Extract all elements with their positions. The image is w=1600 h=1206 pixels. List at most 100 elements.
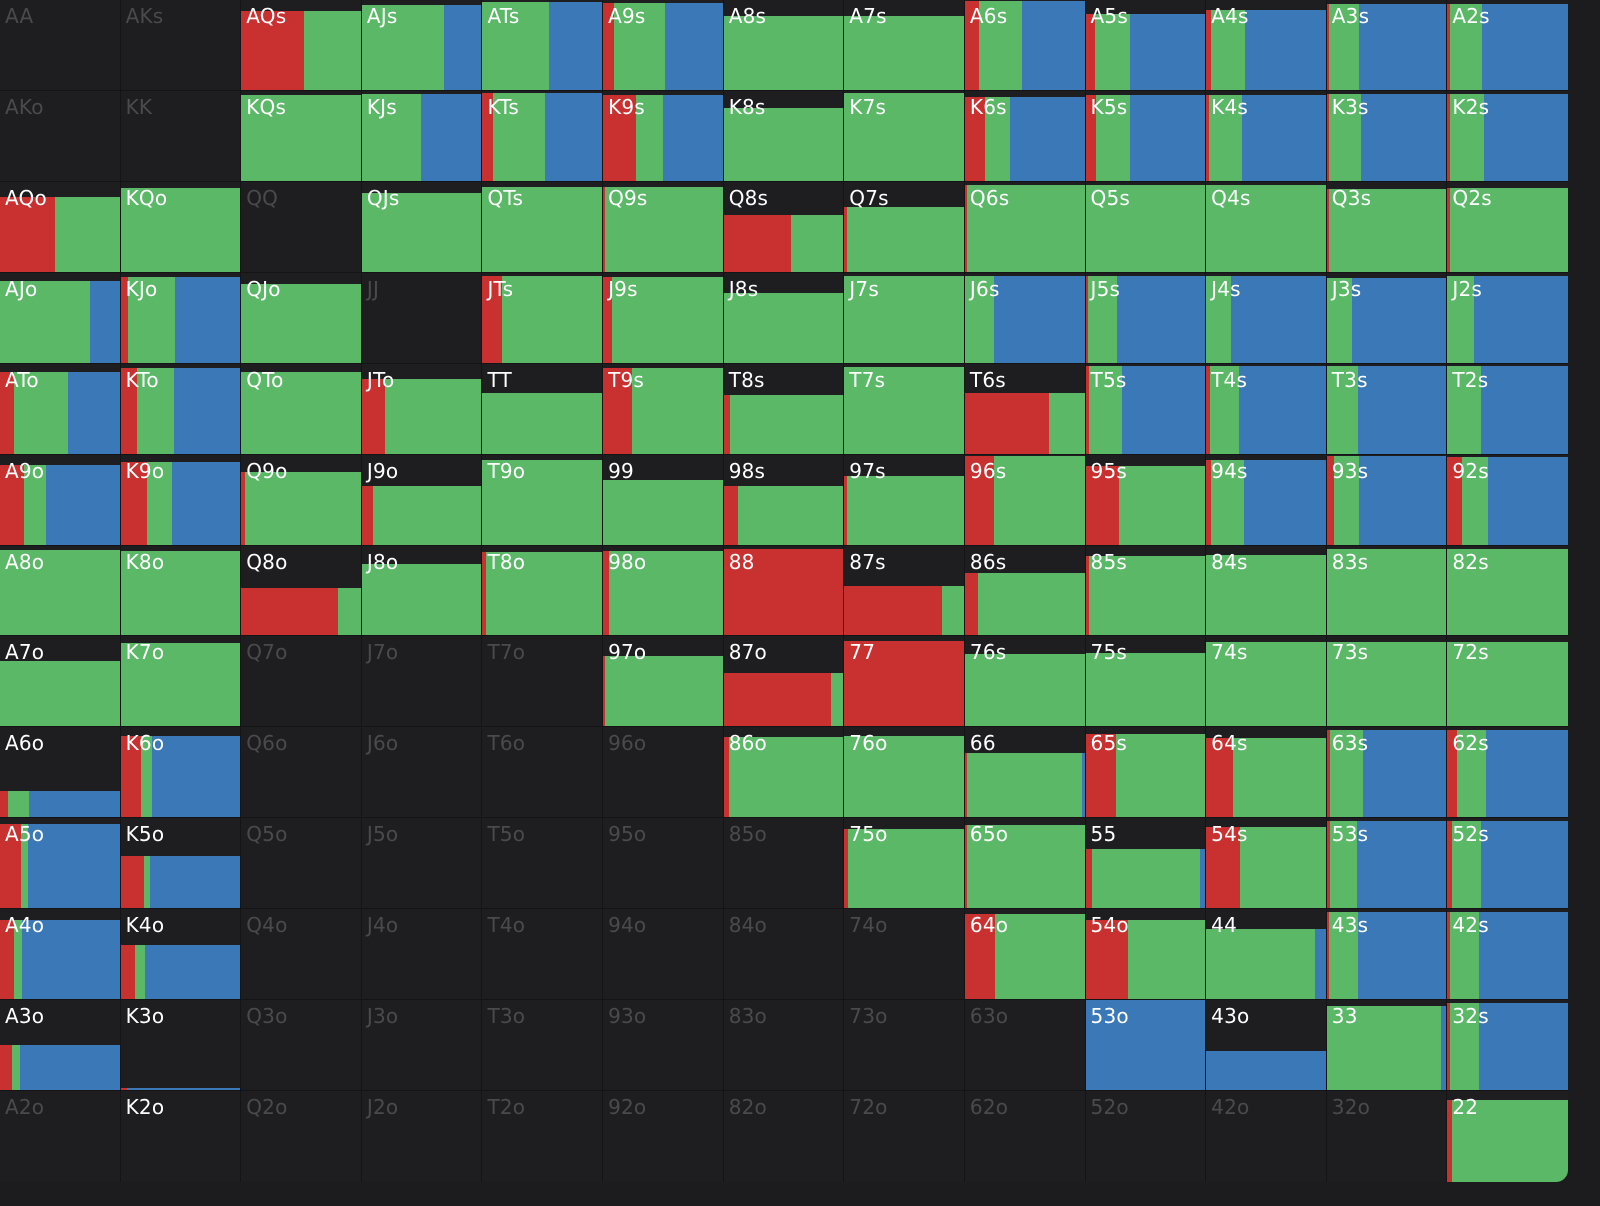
hand-cell-76s[interactable]: 76s <box>963 635 1087 729</box>
hand-cell-66[interactable]: 66 <box>963 726 1087 820</box>
hand-cell-32o[interactable]: 32o <box>1325 1090 1449 1182</box>
hand-cell-75o[interactable]: 75o <box>843 817 966 911</box>
hand-cell-j9s[interactable]: J9s <box>602 271 725 365</box>
hand-cell-53s[interactable]: 53s <box>1325 817 1449 911</box>
hand-cell-q7o[interactable]: Q7o <box>240 635 363 729</box>
hand-cell-aqo[interactable]: AQo <box>0 180 122 274</box>
hand-cell-87o[interactable]: 87o <box>722 635 846 729</box>
hand-cell-k5s[interactable]: K5s <box>1084 89 1208 183</box>
hand-cell-ats[interactable]: ATs <box>481 0 605 92</box>
hand-cell-aa[interactable]: AA <box>0 0 122 92</box>
hand-cell-42s[interactable]: 42s <box>1446 908 1568 1002</box>
hand-cell-74o[interactable]: 74o <box>843 908 966 1002</box>
hand-cell-t4s[interactable]: T4s <box>1205 362 1328 456</box>
hand-cell-q3s[interactable]: Q3s <box>1325 180 1449 274</box>
hand-cell-tt[interactable]: TT <box>481 362 605 456</box>
hand-cell-95s[interactable]: 95s <box>1084 453 1208 547</box>
hand-cell-k7o[interactable]: K7o <box>119 635 243 729</box>
hand-cell-t5o[interactable]: T5o <box>481 817 605 911</box>
hand-cell-76o[interactable]: 76o <box>843 726 966 820</box>
hand-cell-43o[interactable]: 43o <box>1205 999 1328 1093</box>
hand-cell-83s[interactable]: 83s <box>1325 544 1449 638</box>
hand-cell-ato[interactable]: ATo <box>0 362 122 456</box>
hand-cell-k3o[interactable]: K3o <box>119 999 243 1093</box>
hand-cell-t3o[interactable]: T3o <box>481 999 605 1093</box>
hand-cell-94o[interactable]: 94o <box>602 908 725 1002</box>
hand-cell-kk[interactable]: KK <box>119 89 243 183</box>
hand-cell-j7s[interactable]: J7s <box>843 271 966 365</box>
hand-cell-72o[interactable]: 72o <box>843 1090 966 1182</box>
hand-cell-43s[interactable]: 43s <box>1325 908 1449 1002</box>
hand-cell-33[interactable]: 33 <box>1325 999 1449 1093</box>
hand-cell-a4s[interactable]: A4s <box>1205 0 1328 92</box>
hand-cell-a3s[interactable]: A3s <box>1325 0 1449 92</box>
hand-cell-t3s[interactable]: T3s <box>1325 362 1449 456</box>
hand-cell-82s[interactable]: 82s <box>1446 544 1568 638</box>
hand-cell-k2s[interactable]: K2s <box>1446 89 1568 183</box>
hand-cell-t2s[interactable]: T2s <box>1446 362 1568 456</box>
hand-cell-74s[interactable]: 74s <box>1205 635 1328 729</box>
hand-cell-99[interactable]: 99 <box>602 453 725 547</box>
hand-cell-q2o[interactable]: Q2o <box>240 1090 363 1182</box>
hand-cell-a4o[interactable]: A4o <box>0 908 122 1002</box>
hand-cell-q5s[interactable]: Q5s <box>1084 180 1208 274</box>
hand-cell-t7o[interactable]: T7o <box>481 635 605 729</box>
hand-cell-93s[interactable]: 93s <box>1325 453 1449 547</box>
hand-cell-92s[interactable]: 92s <box>1446 453 1568 547</box>
hand-cell-kqo[interactable]: KQo <box>119 180 243 274</box>
hand-cell-q2s[interactable]: Q2s <box>1446 180 1568 274</box>
hand-cell-84s[interactable]: 84s <box>1205 544 1328 638</box>
hand-cell-q9s[interactable]: Q9s <box>602 180 725 274</box>
hand-cell-62o[interactable]: 62o <box>963 1090 1087 1182</box>
hand-cell-kqs[interactable]: KQs <box>240 89 363 183</box>
hand-cell-qq[interactable]: QQ <box>240 180 363 274</box>
hand-cell-k9s[interactable]: K9s <box>602 89 725 183</box>
hand-cell-t9s[interactable]: T9s <box>602 362 725 456</box>
hand-cell-qjo[interactable]: QJo <box>240 271 363 365</box>
hand-cell-q7s[interactable]: Q7s <box>843 180 966 274</box>
hand-cell-t5s[interactable]: T5s <box>1084 362 1208 456</box>
hand-cell-q5o[interactable]: Q5o <box>240 817 363 911</box>
hand-cell-aks[interactable]: AKs <box>119 0 243 92</box>
hand-cell-t4o[interactable]: T4o <box>481 908 605 1002</box>
hand-cell-j8s[interactable]: J8s <box>722 271 846 365</box>
hand-cell-k3s[interactable]: K3s <box>1325 89 1449 183</box>
hand-cell-22[interactable]: 22 <box>1446 1090 1568 1182</box>
hand-cell-t6o[interactable]: T6o <box>481 726 605 820</box>
hand-cell-77[interactable]: 77 <box>843 635 966 729</box>
hand-cell-ako[interactable]: AKo <box>0 89 122 183</box>
hand-cell-85s[interactable]: 85s <box>1084 544 1208 638</box>
hand-cell-jts[interactable]: JTs <box>481 271 605 365</box>
hand-cell-82o[interactable]: 82o <box>722 1090 846 1182</box>
hand-cell-55[interactable]: 55 <box>1084 817 1208 911</box>
hand-cell-88[interactable]: 88 <box>722 544 846 638</box>
hand-cell-a9s[interactable]: A9s <box>602 0 725 92</box>
hand-cell-q6s[interactable]: Q6s <box>963 180 1087 274</box>
hand-cell-32s[interactable]: 32s <box>1446 999 1568 1093</box>
hand-cell-a8s[interactable]: A8s <box>722 0 846 92</box>
hand-cell-54o[interactable]: 54o <box>1084 908 1208 1002</box>
hand-cell-q3o[interactable]: Q3o <box>240 999 363 1093</box>
hand-cell-52o[interactable]: 52o <box>1084 1090 1208 1182</box>
hand-cell-q9o[interactable]: Q9o <box>240 453 363 547</box>
hand-cell-q8s[interactable]: Q8s <box>722 180 846 274</box>
hand-cell-64o[interactable]: 64o <box>963 908 1087 1002</box>
hand-cell-j6s[interactable]: J6s <box>963 271 1087 365</box>
hand-cell-83o[interactable]: 83o <box>722 999 846 1093</box>
hand-cell-53o[interactable]: 53o <box>1084 999 1208 1093</box>
hand-cell-kjo[interactable]: KJo <box>119 271 243 365</box>
hand-cell-92o[interactable]: 92o <box>602 1090 725 1182</box>
hand-cell-q8o[interactable]: Q8o <box>240 544 363 638</box>
hand-cell-54s[interactable]: 54s <box>1205 817 1328 911</box>
hand-cell-j9o[interactable]: J9o <box>360 453 484 547</box>
hand-cell-j3o[interactable]: J3o <box>360 999 484 1093</box>
hand-cell-j6o[interactable]: J6o <box>360 726 484 820</box>
hand-cell-j5o[interactable]: J5o <box>360 817 484 911</box>
hand-cell-97o[interactable]: 97o <box>602 635 725 729</box>
hand-cell-98o[interactable]: 98o <box>602 544 725 638</box>
hand-cell-73o[interactable]: 73o <box>843 999 966 1093</box>
hand-cell-k5o[interactable]: K5o <box>119 817 243 911</box>
hand-cell-a9o[interactable]: A9o <box>0 453 122 547</box>
hand-cell-86o[interactable]: 86o <box>722 726 846 820</box>
hand-cell-j2s[interactable]: J2s <box>1446 271 1568 365</box>
